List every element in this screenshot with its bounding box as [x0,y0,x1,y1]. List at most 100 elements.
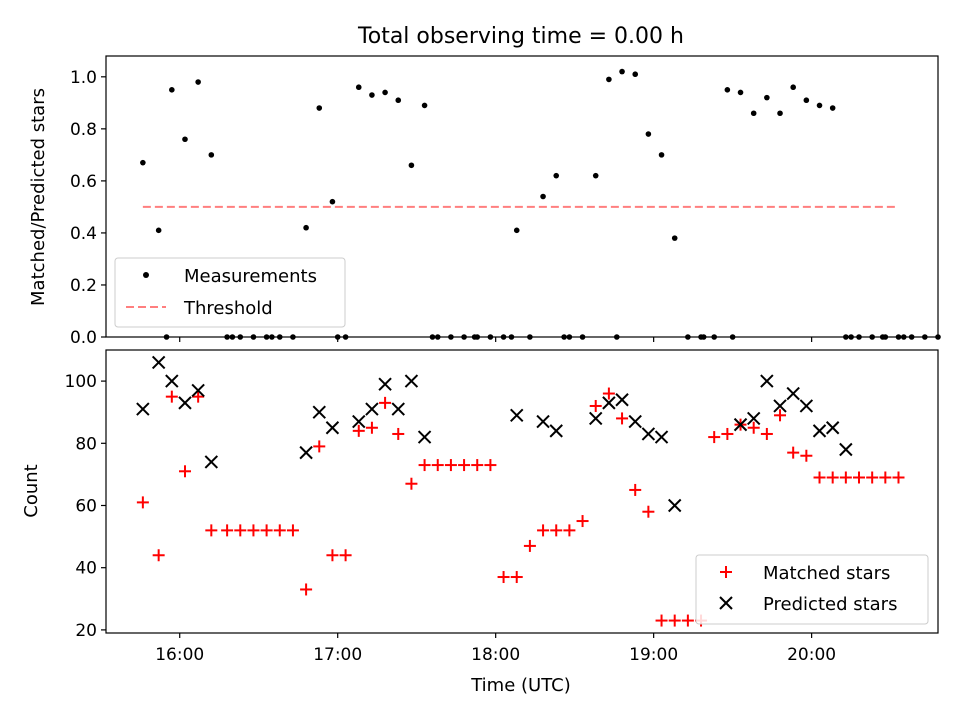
bottom-y-tick-label: 20 [75,621,97,641]
measurement-point [182,136,188,143]
matched-star-point [853,471,866,484]
matched-star-point [300,583,313,596]
predicted-star-point [325,421,340,435]
predicted-star-point [204,455,219,469]
bottom-y-axis-label: Count [21,464,42,517]
predicted-star-point [746,411,761,426]
matched-star-point [247,524,260,537]
matched-star-point [602,387,615,400]
matched-star-point [589,399,602,412]
legend-label-predicted-stars: Predicted stars [763,594,897,615]
top-y-tick-label: 0.4 [70,224,97,244]
measurement-point [155,227,162,234]
predicted-star-point [825,421,840,435]
matched-star-point [892,471,905,484]
bottom-plot-frame [105,349,939,634]
matched-star-point [444,459,457,472]
predicted-star-point [549,424,563,438]
measurement-point [195,79,201,85]
matched-star-point [392,427,405,440]
measurement-point [803,97,810,104]
matched-star-point [339,549,352,562]
matched-star-point [747,421,760,434]
legend-marker-predicted-stars [719,596,733,610]
matched-star-point [165,390,178,403]
measurement-point [671,235,678,241]
measurement-point [764,94,770,101]
measurement-point [829,105,836,111]
matched-star-point [523,539,536,552]
matched-star-point [418,459,431,472]
matched-star-point [221,524,234,537]
top-plot-frame [105,55,939,338]
predicted-star-point [299,445,313,460]
measurement-point [777,110,783,117]
predicted-star-point [654,430,669,444]
legend-marker-measurements [143,272,149,278]
predicted-star-point [391,402,405,416]
matched-star-point [510,571,523,584]
matched-star-point [192,390,205,403]
measurement-point [382,89,388,96]
predicted-star-point [786,386,800,401]
matched-star-point [260,524,273,537]
matched-star-point [800,449,813,462]
measurement-point [632,71,639,78]
predicted-star-point [799,399,814,413]
matched-star-point [471,459,484,472]
chart-title: Total observing time = 0.00 h [357,24,684,49]
x-tick-label: 18:00 [471,645,520,665]
predicted-star-point [510,408,524,423]
predicted-star-point [151,355,166,370]
matched-star-point [286,524,299,537]
matched-star-point [326,549,339,562]
matched-star-point [178,465,191,478]
matched-star-point [497,571,510,584]
matched-star-point [537,524,550,537]
measurement-point [724,87,731,93]
measurement-point [395,97,402,104]
measurement-point [790,84,796,91]
predicted-star-point [773,399,787,413]
matched-star-point [458,459,471,472]
predicted-star-point [191,383,205,398]
top-y-tick-label: 0.6 [70,172,97,192]
top-legend: Measurements Threshold [114,257,346,328]
measurement-point [619,68,625,75]
top-y-axis-label: Matched/Predicted stars [28,88,49,306]
matched-star-point [616,412,629,425]
measurement-point [208,152,215,158]
measurement-point [606,76,612,83]
x-axis-label: Time (UTC) [470,675,571,696]
matched-star-point [313,440,326,453]
matched-star-point [576,515,589,528]
matched-star-point [839,471,852,484]
measurement-point [369,92,375,98]
predicted-star-point [615,393,629,407]
measurement-point [140,159,146,166]
matched-star-point [708,431,721,444]
measurement-point [303,224,309,231]
top-y-tick-label: 0.0 [70,328,97,348]
x-tick-label: 20:00 [787,645,836,665]
bottom-y-tick-label: 40 [75,559,97,579]
predicted-star-point [839,442,853,457]
matched-star-point [629,483,642,496]
matched-star-point [681,614,694,627]
predicted-star-point [733,417,748,432]
bottom-legend: Matched stars Predicted stars [695,554,929,625]
matched-star-point [774,409,787,422]
matched-star-point [484,459,497,472]
legend-marker-matched-stars [720,566,732,578]
matched-star-point [655,614,668,627]
matched-star-point [866,471,879,484]
matched-star-point [642,505,655,518]
matched-star-point [379,396,392,409]
matched-star-point [826,471,839,484]
predicted-star-point [602,396,616,410]
matched-star-point [879,471,892,484]
x-tick-label: 17:00 [313,645,362,665]
measurement-point [816,102,823,109]
matched-star-point [431,459,444,472]
predicted-star-point [760,374,774,388]
